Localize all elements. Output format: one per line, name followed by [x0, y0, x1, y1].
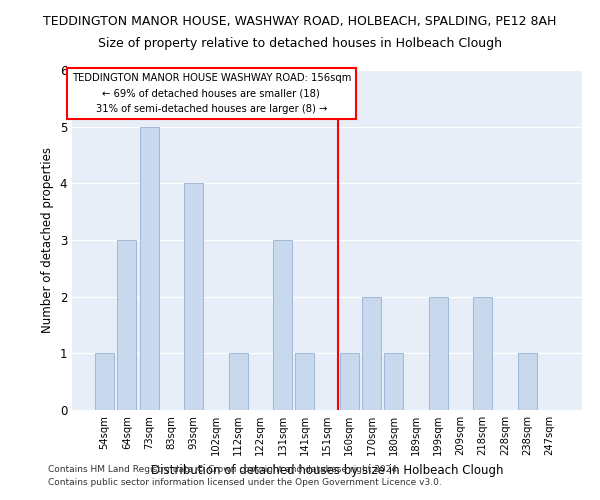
- Bar: [518, 354, 536, 410]
- Bar: [273, 240, 292, 410]
- Bar: [118, 240, 136, 410]
- Bar: [140, 126, 158, 410]
- Bar: [362, 296, 381, 410]
- Bar: [384, 354, 403, 410]
- Text: TEDDINGTON MANOR HOUSE, WASHWAY ROAD, HOLBEACH, SPALDING, PE12 8AH: TEDDINGTON MANOR HOUSE, WASHWAY ROAD, HO…: [43, 15, 557, 28]
- Text: TEDDINGTON MANOR HOUSE WASHWAY ROAD: 156sqm
← 69% of detached houses are smaller: TEDDINGTON MANOR HOUSE WASHWAY ROAD: 156…: [71, 73, 351, 114]
- X-axis label: Distribution of detached houses by size in Holbeach Clough: Distribution of detached houses by size …: [151, 464, 503, 476]
- Bar: [429, 296, 448, 410]
- Text: Size of property relative to detached houses in Holbeach Clough: Size of property relative to detached ho…: [98, 38, 502, 51]
- Bar: [229, 354, 248, 410]
- Text: Contains public sector information licensed under the Open Government Licence v3: Contains public sector information licen…: [48, 478, 442, 487]
- Bar: [473, 296, 492, 410]
- Y-axis label: Number of detached properties: Number of detached properties: [41, 147, 54, 333]
- Bar: [95, 354, 114, 410]
- Bar: [340, 354, 359, 410]
- Bar: [295, 354, 314, 410]
- Text: Contains HM Land Registry data © Crown copyright and database right 2024.: Contains HM Land Registry data © Crown c…: [48, 466, 400, 474]
- Bar: [184, 184, 203, 410]
